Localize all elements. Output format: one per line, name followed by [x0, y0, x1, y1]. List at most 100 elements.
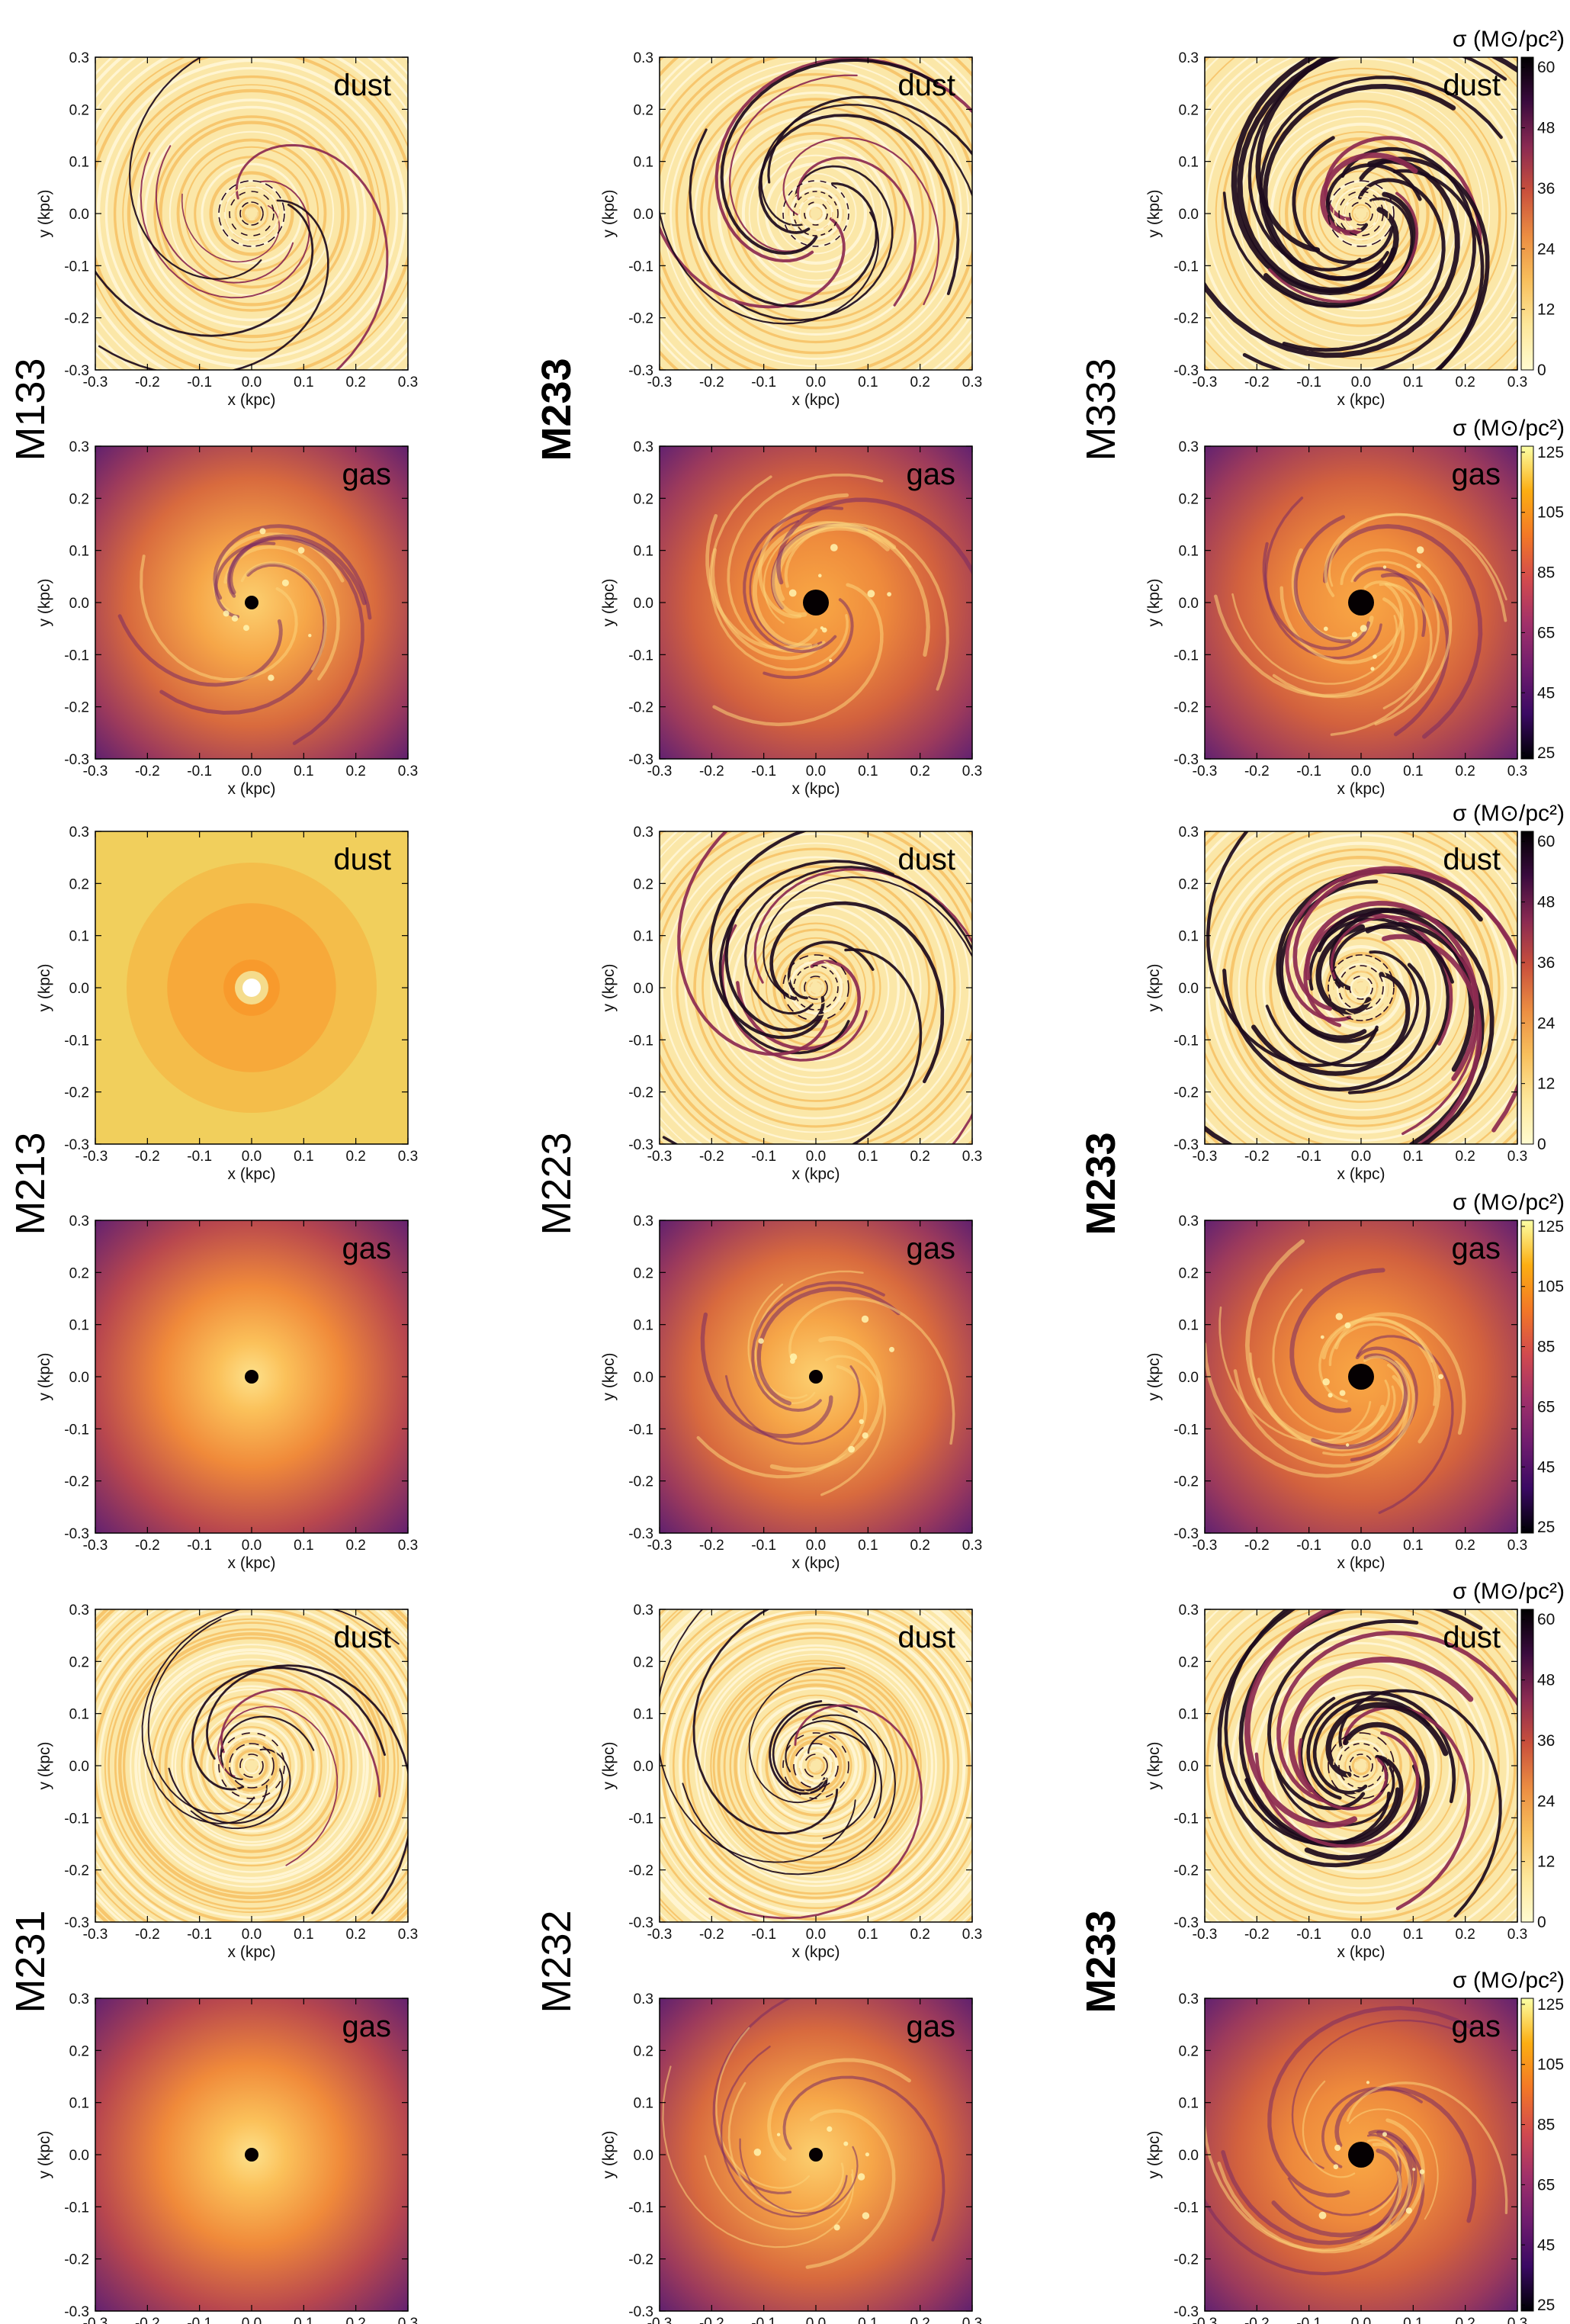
colorbar-tick-label: 36 [1537, 954, 1555, 972]
x-tick-label: 0.0 [806, 2316, 826, 2324]
y-axis-label: y (kpc) [1145, 579, 1163, 627]
x-tick-label: 0.2 [345, 1538, 365, 1554]
ring-structure [242, 204, 262, 223]
colorbar-gradient [1520, 831, 1534, 1145]
x-tick-label: -0.3 [83, 2316, 108, 2324]
spiral-filament [1275, 1755, 1395, 1827]
ring-structure [130, 1644, 374, 1888]
x-tick-label: 0.0 [242, 1927, 262, 1943]
spiral-filament [147, 1618, 255, 1815]
x-tick-label: 0.0 [806, 1538, 826, 1554]
colorbar-tick-label: 12 [1537, 1075, 1555, 1093]
x-tick-label: 0.1 [858, 1149, 878, 1165]
y-tick-label: 0.2 [1179, 1654, 1199, 1670]
spiral-filament [128, 57, 262, 280]
central-hole [809, 1370, 823, 1384]
ring-structure [1238, 864, 1485, 1111]
gas-clump [1346, 1443, 1350, 1447]
y-axis-label: y (kpc) [1145, 1353, 1163, 1401]
colorbar-tick-label: 60 [1537, 59, 1555, 76]
spiral-filament [660, 1609, 856, 1863]
model-label-m231: M231 [8, 1910, 53, 2013]
y-tick-label: 0.2 [1179, 2043, 1199, 2059]
gas-spiral-arm [769, 1336, 884, 1473]
ring-structure [805, 203, 827, 224]
heatmap-image [95, 1220, 408, 1533]
y-tick-label: 0.1 [1179, 1318, 1199, 1334]
x-tick-label: -0.3 [1193, 1927, 1218, 1943]
y-tick-label: 0.1 [634, 1707, 653, 1723]
gas-clump [753, 2149, 762, 2156]
x-tick-label: -0.3 [83, 763, 108, 779]
ring-structure [143, 105, 360, 322]
x-axis-label: x (kpc) [792, 780, 840, 798]
core-structure [788, 1737, 844, 1794]
y-tick-label: 0.2 [634, 1265, 653, 1281]
gas-spiral-arm [1356, 1335, 1454, 1515]
spiral-filament [98, 199, 329, 370]
colorbar-tick-label: 60 [1537, 833, 1555, 850]
gas-clump [861, 1315, 869, 1323]
y-tick-label: 0.3 [69, 824, 89, 841]
panel-component-tag: gas [1452, 458, 1501, 491]
colorbar-tick-label: 105 [1537, 504, 1564, 522]
x-tick-label: -0.2 [699, 374, 724, 391]
colorbar-gradient [1520, 1998, 1534, 2312]
gas-spiral-arm [1233, 1360, 1416, 1468]
ring-structure [174, 1688, 329, 1843]
spiral-filament [1254, 1731, 1420, 1848]
spiral-filament [769, 1700, 828, 1795]
x-tick-label: 0.2 [1455, 2316, 1475, 2324]
x-axis-label: x (kpc) [228, 1554, 276, 1572]
ring-structure [1247, 100, 1475, 327]
x-tick-label: -0.3 [83, 374, 108, 391]
ring-structure [710, 882, 922, 1094]
x-tick-label: 0.2 [910, 1927, 929, 1943]
core-structure [1333, 185, 1389, 242]
y-axis-label: y (kpc) [1145, 2131, 1163, 2179]
x-tick-label: -0.1 [1296, 763, 1321, 779]
panel-m231-dust: -0.3-0.3 -0.2 -0.2 -0.1 -0.1 0.0 0.0 0.1 0.1 0.2 0… [36, 1602, 418, 1961]
ring-structure [1237, 1641, 1485, 1890]
x-tick-label: -0.3 [1193, 2316, 1218, 2324]
gas-spiral-arm [712, 583, 884, 727]
model-label-m233: M233 [1078, 1910, 1124, 2013]
y-tick-label: -0.1 [64, 1811, 89, 1827]
ring-structure [185, 1699, 319, 1833]
gas-clump [833, 2224, 840, 2231]
spiral-filament [1292, 136, 1394, 265]
heatmap-background [660, 831, 972, 1144]
x-tick-label: 0.2 [910, 1538, 929, 1554]
y-tick-label: 0.3 [634, 1213, 653, 1230]
gas-clump [830, 544, 838, 551]
x-tick-label: 0.3 [398, 1927, 418, 1943]
gas-clump [848, 1445, 855, 1453]
y-tick-label: 0.2 [1179, 1265, 1199, 1281]
spiral-filament [677, 831, 829, 1056]
colorbar-gas: 25 45 65 85 105 125 σ (M⊙/pc²) [1453, 1968, 1565, 2314]
y-axis-label: y (kpc) [36, 964, 53, 1012]
spiral-filament [155, 145, 294, 284]
core-structure [809, 1759, 823, 1773]
y-tick-label: 0.3 [1179, 1213, 1199, 1230]
spiral-filament [1255, 57, 1517, 253]
heatmap-background [95, 57, 408, 370]
spiral-filament [724, 908, 825, 1032]
y-tick-label: -0.1 [628, 1422, 653, 1438]
x-axis-label: x (kpc) [228, 780, 276, 798]
heatmap-image [660, 446, 972, 759]
x-tick-label: 0.2 [345, 1149, 365, 1165]
core-structure [793, 191, 839, 236]
x-tick-label: 0.3 [962, 1927, 982, 1943]
x-tick-label: 0.2 [345, 2316, 365, 2324]
ring-structure [153, 115, 350, 312]
y-tick-label: -0.2 [628, 1474, 653, 1490]
x-tick-label: 0.0 [242, 374, 262, 391]
x-tick-label: 0.1 [1403, 2316, 1423, 2324]
y-tick-label: 0.3 [1179, 1602, 1199, 1618]
spiral-filament [720, 58, 939, 256]
spiral-filament [748, 1667, 846, 1804]
y-tick-label: -0.1 [64, 1422, 89, 1438]
colorbar-tick-label: 12 [1537, 1853, 1555, 1871]
spiral-filament [782, 137, 940, 306]
